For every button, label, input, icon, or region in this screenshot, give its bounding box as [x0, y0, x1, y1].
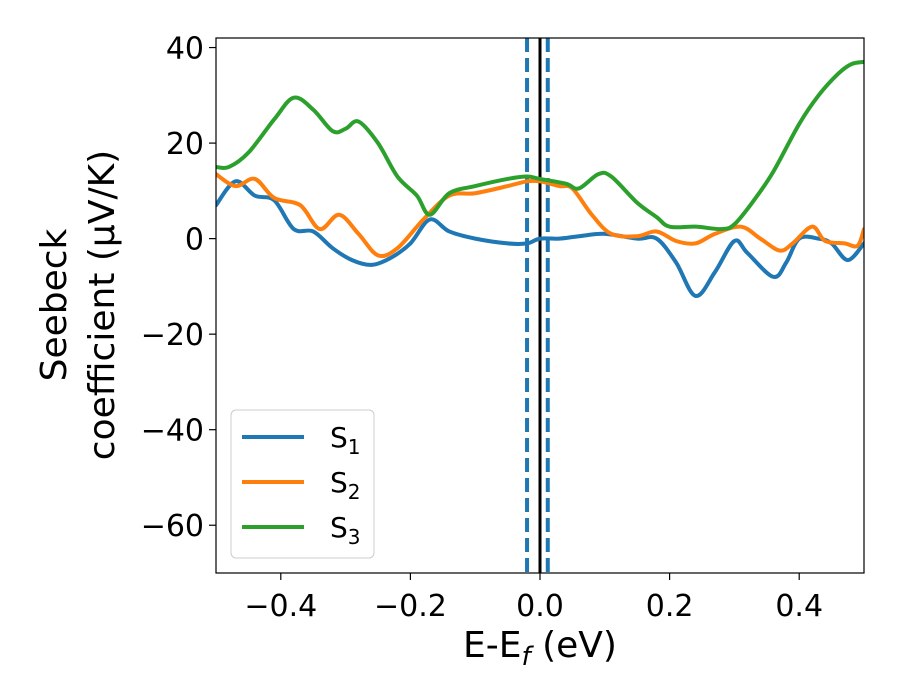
legend-label-s3: S3	[330, 511, 361, 549]
x-tick-label: 0.0	[516, 589, 564, 624]
series-lines	[216, 59, 864, 298]
legend-label-s2: S2	[330, 466, 361, 504]
series-line-s3	[216, 59, 864, 232]
x-tick-label: −0.2	[374, 589, 447, 624]
series-line-s2	[216, 172, 864, 259]
y-axis-ticks: 40 20 0 −20 −40 −60	[141, 32, 216, 544]
legend: S1 S2 S3	[230, 409, 375, 559]
x-tick-label: 0.4	[775, 589, 823, 624]
legend-label-s1: S1	[330, 421, 361, 459]
series-line-s1	[216, 179, 864, 298]
y-axis-label-line1: Seebeck	[34, 228, 75, 381]
y-tick-label: −20	[141, 318, 204, 353]
x-tick-label: 0.2	[646, 589, 694, 624]
x-tick-label: −0.4	[244, 589, 317, 624]
y-tick-label: 20	[166, 127, 204, 162]
x-axis-ticks: −0.4 −0.2 0.0 0.2 0.4	[244, 573, 823, 624]
y-axis-label-line2: coefficient (μV/K)	[82, 150, 123, 460]
y-axis-label: Seebeck coefficient (μV/K)	[34, 150, 123, 460]
y-tick-label: 0	[185, 223, 204, 258]
reference-lines	[525, 38, 550, 573]
y-tick-label: −60	[141, 509, 204, 544]
y-tick-label: 40	[166, 32, 204, 67]
x-axis-label: E-Ef (eV)	[463, 625, 617, 672]
y-tick-label: −40	[141, 414, 204, 449]
